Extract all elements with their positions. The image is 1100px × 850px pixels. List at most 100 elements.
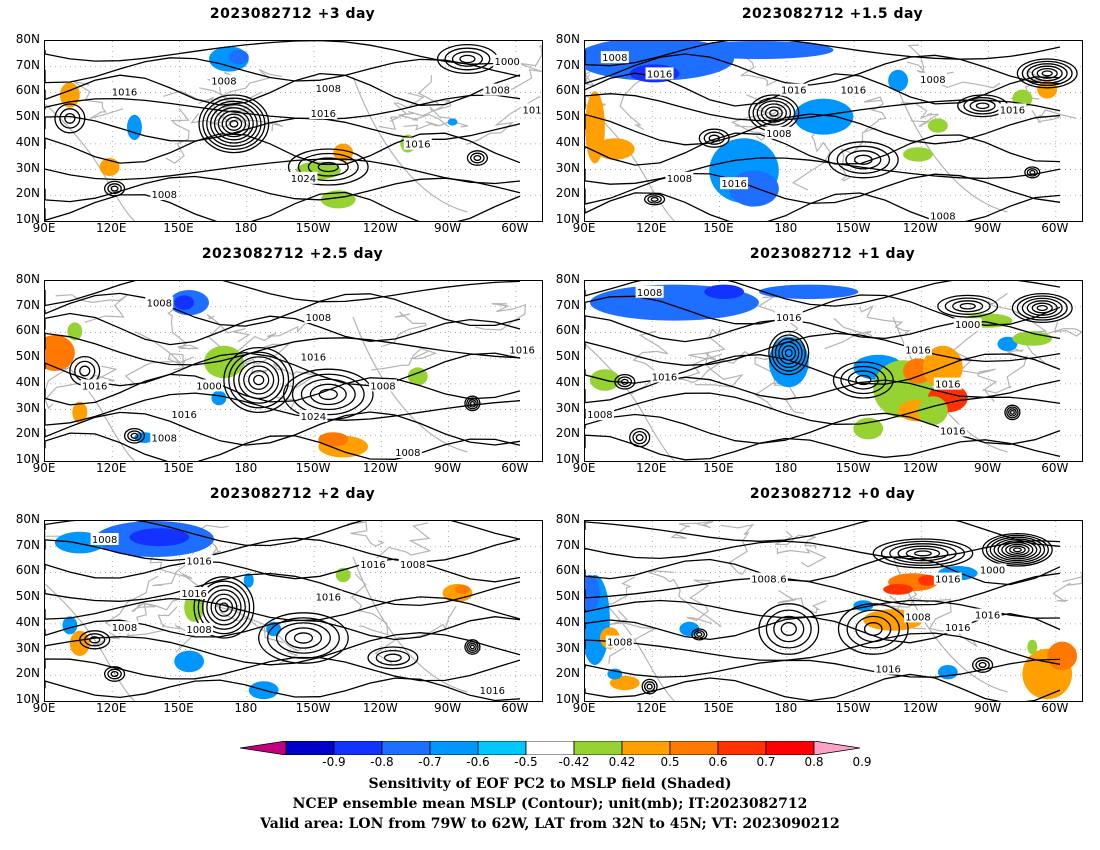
contour-label: 1016 — [874, 662, 903, 676]
shade-patch — [318, 432, 349, 447]
lat-label: 10N — [15, 692, 40, 706]
contour-label-text: 1008 — [905, 612, 930, 623]
lon-label: 150E — [163, 701, 194, 715]
lat-label: 80N — [15, 272, 40, 286]
panel-title: 2023082712 +1 day — [749, 246, 916, 262]
closed-contour — [217, 110, 250, 138]
shade-patch — [585, 575, 600, 611]
closed-contour — [64, 112, 76, 124]
closed-contour — [127, 430, 142, 442]
contour-line — [585, 93, 1061, 122]
contour-label-text: 1008 — [667, 174, 692, 185]
shade-patch — [927, 118, 948, 133]
closed-contour — [760, 103, 787, 123]
lat-label: 60N — [555, 323, 580, 338]
contour-label-text: 1008 — [152, 434, 177, 445]
colorbar-swatch — [765, 740, 815, 756]
contour-label-text: 1016 — [311, 109, 336, 120]
closed-contour — [985, 534, 1049, 565]
contour-label-text: 1016 — [405, 140, 430, 151]
lat-label: 10N — [15, 452, 40, 466]
contour-label-text: 1016 — [652, 372, 677, 383]
contour-label-text: 1008 — [395, 448, 420, 459]
closed-contour — [130, 432, 139, 439]
lat-label: 40N — [15, 374, 40, 389]
colorbar-tick-label: 0.42 — [608, 755, 636, 769]
lon-label: 180 — [234, 461, 258, 475]
colorbar-swatch — [285, 740, 335, 756]
lat-label: 20N — [555, 426, 580, 441]
lon-label: 90E — [572, 701, 596, 715]
contour-label: 1008 — [209, 74, 238, 88]
graticule — [585, 521, 1082, 701]
contour-line — [585, 434, 1061, 461]
lon-label: 120E — [95, 221, 127, 235]
contour-label-text: 1008 — [316, 84, 341, 95]
colorbar-tick-label: -0.5 — [514, 755, 538, 769]
closed-contour — [225, 116, 243, 131]
contour-label: 1016 — [359, 558, 388, 571]
closed-contour — [836, 145, 891, 174]
lon-label: 120E — [95, 461, 127, 475]
closed-contour — [969, 99, 996, 112]
closed-contour — [855, 374, 872, 386]
closed-contour — [291, 373, 365, 416]
lat-label: 60N — [555, 83, 580, 98]
closed-contour — [202, 97, 266, 151]
lon-label: 180 — [234, 221, 258, 235]
map-frame: 1008 1008 1016 1016 1016 1000 1016 1008 1024 1008… — [44, 280, 543, 462]
lat-label: 50N — [555, 109, 580, 124]
closed-contour — [880, 540, 966, 567]
contour-label-text: 1016 — [935, 575, 960, 586]
closed-contour — [1009, 409, 1015, 415]
lon-label: 150W — [295, 461, 331, 475]
lat-label: 30N — [555, 640, 580, 655]
lat-label: 30N — [555, 400, 580, 415]
closed-contour — [103, 180, 126, 197]
contour-label-text: 1016 — [112, 87, 137, 98]
closed-contour — [297, 152, 359, 182]
lat-label: 80N — [555, 512, 580, 526]
contour-label: 1016 — [508, 343, 537, 356]
shade-patch — [1047, 641, 1078, 671]
mslp-contours — [45, 521, 521, 701]
lon-label: 90W — [973, 701, 1002, 715]
closed-contour — [468, 642, 477, 652]
shade-patch — [684, 41, 834, 59]
lon-label: 60W — [501, 701, 529, 715]
closed-contour — [778, 341, 800, 365]
lon-label: 180 — [774, 221, 798, 235]
lat-label: 50N — [15, 589, 40, 604]
lat-label: 80N — [555, 32, 580, 46]
colorbar-swatches — [239, 740, 861, 756]
lon-label: 120E — [95, 701, 127, 715]
contour-line — [585, 281, 1061, 307]
lat-label: 10N — [555, 452, 580, 466]
shade-patch — [704, 284, 745, 299]
lat-label: 80N — [555, 272, 580, 286]
lon-label: 120W — [902, 701, 938, 715]
closed-contour — [258, 612, 349, 664]
contour-line — [45, 521, 521, 547]
closed-contour — [853, 154, 873, 165]
colorbar-swatch — [333, 740, 383, 756]
closed-contour — [768, 330, 810, 376]
closed-contour — [975, 659, 990, 671]
lat-label: 40N — [555, 374, 580, 389]
closed-contour — [248, 370, 270, 390]
contour-label: 1016 — [933, 377, 962, 391]
map-canvas: 1008 1016 1016 1008 1008 1016 1008 1016 1016 — [45, 521, 542, 701]
shade-patch — [45, 335, 75, 371]
contour-label-text: 1016 — [975, 611, 1000, 622]
closed-contour — [267, 617, 340, 659]
closed-contour — [110, 185, 119, 192]
map-frame: 1008 1016 1016 1008 1008 1016 1008 1016 1016 — [44, 520, 543, 702]
lon-label: 150W — [835, 701, 871, 715]
contour-line — [585, 41, 1061, 67]
colorbar-tick-label: 0.6 — [708, 755, 728, 769]
closed-contour — [997, 540, 1038, 560]
closed-contour — [1016, 295, 1068, 321]
contour-label: 1008 — [393, 446, 422, 459]
closed-contour — [693, 630, 705, 639]
closed-contour — [1026, 63, 1068, 84]
